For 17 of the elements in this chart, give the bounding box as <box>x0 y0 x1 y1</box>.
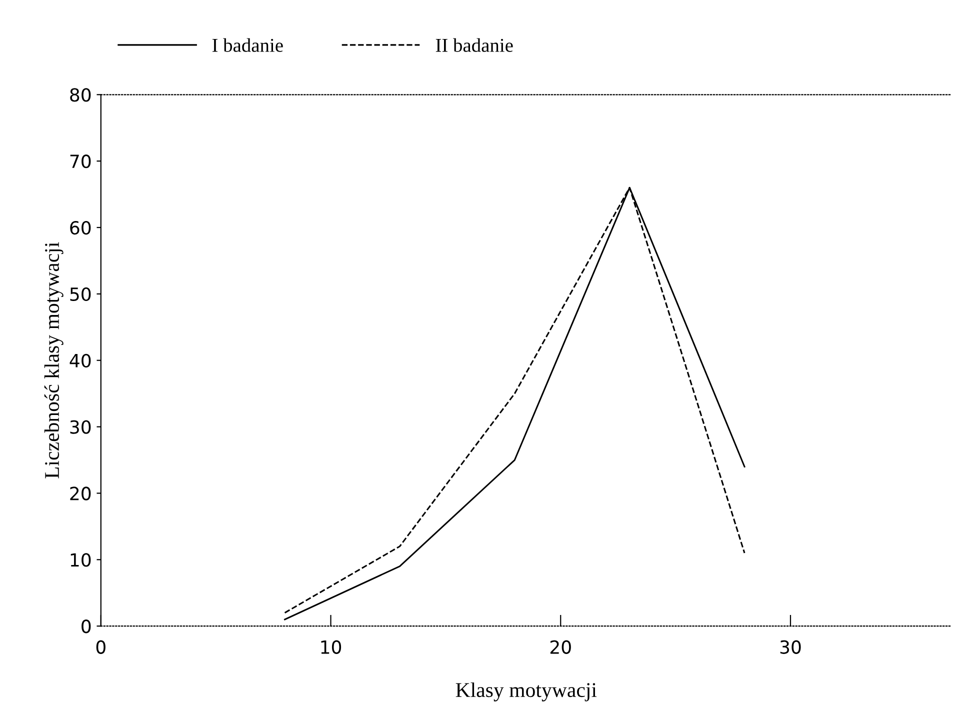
y-axis-title: Liczebność klasy motywacji <box>44 242 64 478</box>
x-axis-title: Klasy motywacji <box>456 682 597 702</box>
y-tick-label: 30 <box>70 420 91 434</box>
y-tick-label: 10 <box>70 553 91 567</box>
legend-label: I badanie <box>212 38 283 52</box>
x-tick-label: 20 <box>550 640 571 654</box>
y-tick-label: 70 <box>70 154 91 168</box>
y-tick-label: 60 <box>70 220 91 235</box>
x-tick-label: 0 <box>96 640 106 654</box>
x-tick-label: 10 <box>321 640 342 654</box>
y-tick-label: 80 <box>70 88 91 102</box>
y-tick-label: 40 <box>70 354 91 368</box>
x-tick-label: 30 <box>780 640 801 654</box>
y-tick-label: 50 <box>70 287 91 302</box>
y-tick-label: 20 <box>70 486 91 500</box>
legend-label: II badanie <box>436 38 513 52</box>
y-tick-label: 0 <box>82 620 91 634</box>
